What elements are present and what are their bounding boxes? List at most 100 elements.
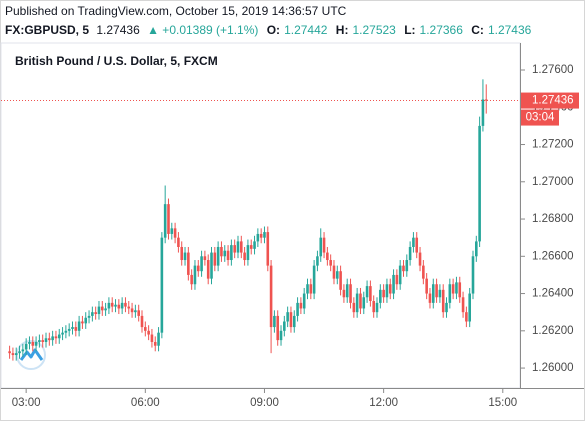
candle-body: [352, 302, 356, 313]
x-tick-label: 06:00: [131, 397, 160, 409]
candle-body: [57, 334, 61, 339]
candle-body: [292, 315, 296, 328]
candle-body: [276, 315, 280, 341]
candle-body: [326, 252, 329, 261]
candle-body: [478, 125, 481, 242]
candle-body: [187, 252, 190, 275]
candle-body: [28, 341, 31, 344]
candle-body: [220, 246, 223, 257]
candle-body: [408, 246, 412, 261]
c-label: C:: [471, 23, 484, 37]
candle-body: [163, 204, 167, 238]
candle-body: [471, 256, 475, 294]
candle-body: [379, 289, 382, 303]
candle-body: [107, 302, 111, 309]
x-tick-label: 12:00: [369, 397, 398, 409]
price-label-box: [521, 92, 579, 109]
o-label: O:: [267, 23, 280, 37]
candle-body: [481, 99, 485, 126]
candle-body: [173, 228, 177, 238]
candle-body: [240, 241, 243, 253]
candle-body: [451, 284, 455, 294]
candle-body: [87, 315, 91, 318]
candle-body: [365, 286, 369, 298]
candle-body: [216, 246, 220, 266]
candle-body: [335, 271, 339, 279]
candle-body: [342, 289, 346, 298]
candle-body: [319, 237, 323, 257]
candle-body: [210, 252, 213, 279]
y-tick-label: 1.26800: [532, 213, 574, 225]
y-tick-label: 1.27200: [532, 139, 574, 151]
candle-body: [422, 265, 425, 279]
candle-body: [448, 284, 452, 303]
candle-body: [81, 321, 84, 324]
l-label: L:: [404, 23, 415, 37]
candle-body: [24, 343, 28, 350]
candle-body: [484, 99, 488, 101]
candle-body: [398, 265, 402, 285]
candle-body: [196, 265, 200, 272]
candle-body: [114, 304, 117, 307]
candle-body: [180, 246, 184, 261]
y-tick-label: 1.26600: [532, 250, 574, 262]
candle-body: [127, 306, 131, 309]
candle-body: [34, 341, 38, 346]
candle-body: [435, 284, 438, 298]
candle-body: [425, 278, 428, 294]
y-tick-label: 1.26400: [532, 288, 574, 300]
candle-body: [283, 321, 286, 331]
candle-body: [71, 327, 74, 329]
publish-line: Published on TradingView.com, October 15…: [5, 4, 347, 18]
candle-body: [332, 265, 336, 279]
candle-body: [190, 274, 193, 285]
candle-body: [475, 241, 478, 257]
candle-body: [100, 306, 104, 311]
candle-body: [359, 293, 362, 309]
candle-body: [236, 241, 240, 253]
candle-body: [67, 328, 71, 331]
candle-body: [289, 312, 293, 328]
symbol: FX:GBPUSD, 5: [5, 23, 89, 37]
candle-body: [269, 265, 273, 328]
series-legend: British Pound / U.S. Dollar, 5, FXCM: [15, 54, 218, 68]
candle-body: [206, 260, 210, 279]
candle-body: [74, 327, 78, 331]
candle-body: [44, 338, 48, 342]
candle-body: [54, 336, 58, 339]
candle-body: [130, 308, 134, 313]
price-label: 1.27436: [532, 95, 574, 107]
candle-body: [388, 284, 392, 294]
candle-body: [77, 321, 81, 331]
candle-body: [91, 312, 94, 316]
candle-body: [266, 232, 270, 266]
l-value: 1.27366: [420, 23, 464, 37]
candle-body: [375, 302, 379, 313]
candle-body: [309, 284, 313, 294]
candle-body: [170, 228, 174, 234]
candle-body: [438, 289, 442, 298]
candle-body: [296, 302, 299, 316]
o-value: 1.27442: [284, 23, 328, 37]
candle-body: [157, 332, 160, 346]
c-value: 1.27436: [488, 23, 532, 37]
candle-body: [382, 289, 385, 298]
candle-body: [468, 293, 471, 322]
candle-body: [458, 282, 462, 298]
candle-body: [302, 293, 306, 309]
candle-body: [405, 260, 409, 272]
candle-body: [147, 330, 150, 335]
countdown-box: [521, 109, 559, 126]
candle-body: [455, 282, 458, 294]
candle-body: [339, 271, 342, 290]
candle-body: [110, 302, 114, 307]
candle-body: [61, 332, 64, 335]
candle-body: [167, 204, 170, 234]
candle-body: [120, 302, 124, 309]
candle-body: [395, 274, 399, 285]
candle-body: [385, 284, 389, 298]
candle-body: [226, 250, 230, 261]
candle-body: [263, 232, 266, 238]
h-value: 1.27523: [352, 23, 396, 37]
candle-body: [355, 293, 359, 313]
